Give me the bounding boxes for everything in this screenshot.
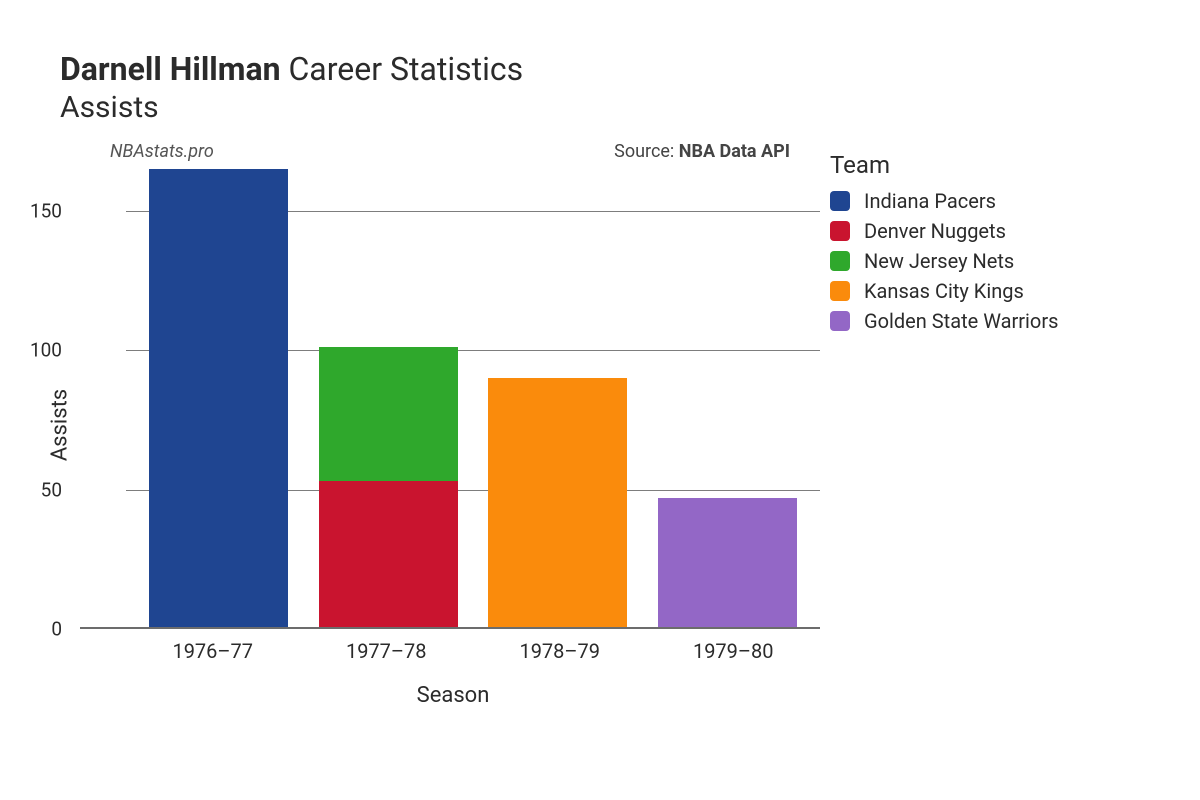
bar-stack: [149, 169, 288, 629]
bar-segment: [319, 481, 458, 629]
x-tick-label: 1976–77: [126, 629, 300, 663]
plot: NBAstats.pro Source: NBA Data API 050100…: [60, 141, 800, 708]
legend: Team Indiana Pacers Denver Nuggets New Jer…: [830, 151, 1058, 708]
title-bold: Darnell Hillman: [60, 50, 281, 88]
legend-label: New Jersey Nets: [864, 249, 1014, 273]
legend-swatch: [830, 191, 850, 211]
x-tick-label: 1978–79: [473, 629, 647, 663]
bar-slot: [473, 169, 643, 629]
legend-item: Kansas City Kings: [830, 279, 1058, 303]
bar-segment: [658, 498, 797, 629]
bars-container: [126, 169, 820, 629]
watermark: NBAstats.pro: [110, 141, 214, 167]
legend-swatch: [830, 281, 850, 301]
legend-swatch: [830, 311, 850, 331]
bar-slot: [134, 169, 304, 629]
source-credit: Source: NBA Data API: [614, 141, 790, 167]
legend-item: Indiana Pacers: [830, 189, 1058, 213]
bar-segment: [488, 378, 627, 629]
plot-area: 050100150 1976–771977–781978–791979–80: [80, 169, 820, 629]
y-tick-label: 150: [30, 199, 72, 222]
chart-title-block: Darnell Hillman Career Statistics Assist…: [60, 50, 1160, 125]
title-rest: Career Statistics: [281, 50, 524, 88]
legend-label: Indiana Pacers: [864, 189, 996, 213]
legend-item: Denver Nuggets: [830, 219, 1058, 243]
bar-stack: [319, 347, 458, 629]
bar-segment: [149, 169, 288, 629]
source-name: NBA Data API: [679, 141, 790, 162]
source-prefix: Source:: [614, 141, 679, 162]
legend-swatch: [830, 251, 850, 271]
y-ticks: 050100150: [72, 169, 132, 629]
legend-label: Kansas City Kings: [864, 279, 1024, 303]
bar-stack: [658, 498, 797, 629]
bar-slot: [643, 169, 813, 629]
legend-label: Golden State Warriors: [864, 309, 1058, 333]
legend-label: Denver Nuggets: [864, 219, 1006, 243]
chart-subtitle: Assists: [60, 90, 1160, 125]
legend-swatch: [830, 221, 850, 241]
chart-title: Darnell Hillman Career Statistics: [60, 50, 1160, 88]
annotation-row: NBAstats.pro Source: NBA Data API: [60, 141, 800, 167]
legend-title: Team: [830, 151, 1058, 179]
x-tick-label: 1977–78: [300, 629, 474, 663]
y-tick-label: 100: [30, 339, 72, 362]
y-tick-label: 0: [51, 618, 72, 641]
legend-item: New Jersey Nets: [830, 249, 1058, 273]
x-tick-label: 1979–80: [647, 629, 821, 663]
legend-item: Golden State Warriors: [830, 309, 1058, 333]
bar-slot: [304, 169, 474, 629]
x-ticks: 1976–771977–781978–791979–80: [126, 629, 820, 663]
bar-stack: [488, 378, 627, 629]
y-tick-label: 50: [41, 478, 72, 501]
x-axis-label: Season: [106, 683, 800, 708]
bar-segment: [319, 347, 458, 481]
